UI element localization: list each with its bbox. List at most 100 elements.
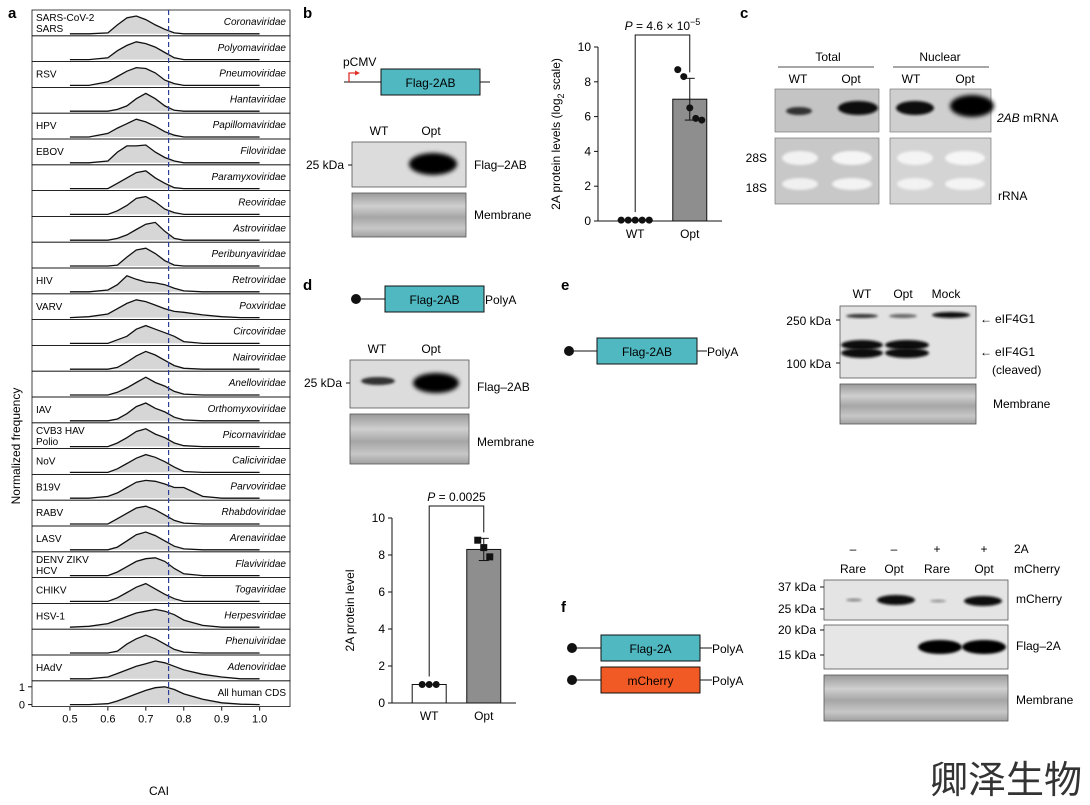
virus-label: B19V <box>36 482 61 493</box>
family-label: Circoviridae <box>233 327 286 338</box>
data-point <box>645 216 653 224</box>
panel-letter-c: c <box>740 5 748 22</box>
family-label: Arenaviridae <box>229 533 287 544</box>
data-point <box>680 73 688 81</box>
family-label: Retroviridae <box>232 275 286 286</box>
panel-e-construct: Flag-2AB PolyA <box>564 337 738 365</box>
data-point <box>698 116 706 124</box>
blot-label: Flag–2AB <box>477 380 530 394</box>
ridge-line <box>69 402 260 422</box>
lane-label: Opt <box>884 562 904 576</box>
family-label: Phenuiviridae <box>225 636 286 647</box>
data-point <box>617 216 625 224</box>
y-tick-label: 6 <box>378 585 385 599</box>
lane-label: Opt <box>974 562 994 576</box>
marker-label: 20 kDa <box>778 623 816 637</box>
bar <box>466 548 502 704</box>
ridge-line <box>69 686 260 706</box>
virus-label: HPV <box>36 121 57 132</box>
y-tick-label: 0 <box>584 214 591 228</box>
band-label: ← eIF4G1 <box>980 312 1035 326</box>
ridge-area <box>69 16 260 34</box>
ridge-area <box>69 609 260 628</box>
arrow-icon: ← <box>980 312 992 326</box>
ridge-area <box>69 480 260 499</box>
lane-label: WT <box>902 72 921 86</box>
ridge-line <box>69 324 260 345</box>
marker-label: 25 kDa <box>304 376 342 390</box>
ridge-area <box>69 145 260 163</box>
virus-label: CHIKV <box>36 586 67 597</box>
lane-label: Opt <box>893 287 913 301</box>
x-tick-label: 0.9 <box>214 714 229 726</box>
data-point <box>480 544 488 552</box>
family-label: Herpesviridae <box>224 610 286 621</box>
condition-sign: – <box>891 542 898 556</box>
ridge-line <box>69 350 260 370</box>
lane-label: Opt <box>421 124 441 138</box>
promoter-label: pCMV <box>343 55 376 69</box>
family-label: Rhabdoviridae <box>222 507 287 518</box>
family-label: Pneumoviridae <box>219 69 286 80</box>
ridge-line <box>69 479 260 499</box>
y-tick-label: 0 <box>19 700 25 712</box>
ridge-line <box>69 15 260 35</box>
ridge-line <box>69 144 260 164</box>
virus-label: HAdV <box>36 663 62 674</box>
rrna-label: rRNA <box>998 189 1027 203</box>
y-tick-label: 2 <box>584 179 591 193</box>
promoter-arrow-icon <box>348 72 356 82</box>
y-tick-label: 8 <box>378 548 385 562</box>
blot-label: Membrane <box>1016 693 1074 707</box>
condition-sign: + <box>933 542 940 556</box>
x-tick-label: 0.5 <box>62 714 77 726</box>
ridge-line <box>69 275 260 293</box>
ridge-area <box>69 454 260 473</box>
polya-label: PolyA <box>707 345 738 359</box>
data-point <box>686 104 694 112</box>
ridge-line <box>69 428 260 448</box>
blot-label: Membrane <box>474 208 532 222</box>
virus-label: LASV <box>36 534 62 545</box>
ridge-line <box>69 299 260 319</box>
arrow-icon: ← <box>980 345 992 359</box>
family-label: Adenoviridae <box>227 662 287 673</box>
panel-d-blot: WT Opt 25 kDa Flag–2AB Membrane <box>304 342 535 465</box>
data-point <box>638 216 646 224</box>
y-tick-label: 0 <box>378 696 385 710</box>
ridge-area <box>69 119 260 137</box>
panel-letter-b: b <box>303 5 312 22</box>
lane-label: Rare <box>924 562 950 576</box>
marker-label: 37 kDa <box>778 580 816 594</box>
x-tick-label: 0.8 <box>176 714 191 726</box>
panel-b-bar-chart: 0 2 4 6 8 10 WT Opt P = 4.6 × 10−5 2A protein lev… <box>549 17 722 241</box>
polya-label: PolyA <box>485 293 516 307</box>
group-label: Nuclear <box>919 50 960 64</box>
y-axis-label: 2A protein level <box>343 569 357 651</box>
ridge-line <box>69 608 260 628</box>
family-label: Caliciviridae <box>232 456 286 467</box>
lane-label: Opt <box>421 342 441 356</box>
family-label: Coronaviridae <box>224 17 287 28</box>
panel-letter-e: e <box>561 277 569 294</box>
construct-label: Flag-2AB <box>622 345 672 359</box>
ridge-line <box>69 376 260 396</box>
panel-f-constructs: Flag-2A PolyA mCherry PolyA <box>567 634 743 694</box>
y-axis-label: 2A protein levels (log2 scale) <box>549 58 566 210</box>
ridge-line <box>69 92 260 112</box>
ridge-area <box>69 686 260 705</box>
virus-label: EBOV <box>36 147 64 158</box>
marker-label: 15 kDa <box>778 648 816 662</box>
x-tick-label: 0.7 <box>138 714 153 726</box>
panel-a-ylabel: Normalized frequency <box>9 388 23 505</box>
marker-label: 25 kDa <box>306 158 344 172</box>
virus-label: CVB3 HAV <box>36 426 85 437</box>
blot-label: Flag–2A <box>1016 639 1061 653</box>
ridge-line <box>69 41 260 61</box>
virus-label: RSV <box>36 70 57 81</box>
ridge-line <box>69 247 260 267</box>
construct-box <box>380 68 481 96</box>
lane-label: WT <box>789 72 808 86</box>
marker-label: 25 kDa <box>778 602 816 616</box>
